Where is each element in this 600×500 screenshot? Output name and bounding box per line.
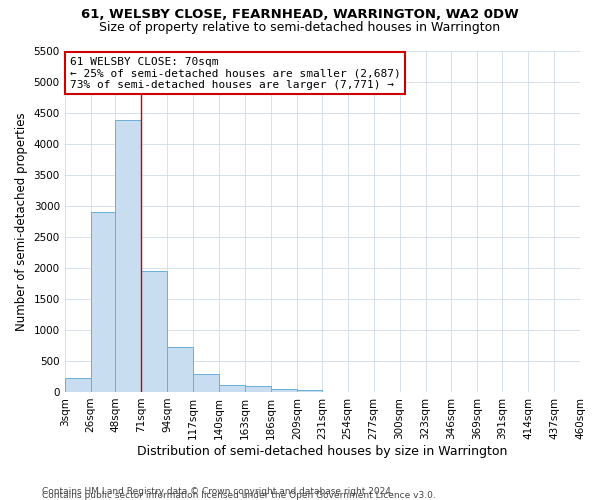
Y-axis label: Number of semi-detached properties: Number of semi-detached properties [15, 112, 28, 331]
Text: Size of property relative to semi-detached houses in Warrington: Size of property relative to semi-detach… [100, 21, 500, 34]
Bar [193, 374, 219, 392]
Bar [245, 386, 271, 392]
Text: Contains public sector information licensed under the Open Government Licence v3: Contains public sector information licen… [42, 491, 436, 500]
Text: Contains HM Land Registry data © Crown copyright and database right 2024.: Contains HM Land Registry data © Crown c… [42, 487, 394, 496]
Bar [115, 120, 142, 392]
X-axis label: Distribution of semi-detached houses by size in Warrington: Distribution of semi-detached houses by … [137, 444, 508, 458]
Bar [297, 390, 322, 392]
Bar [271, 389, 297, 392]
Text: 61 WELSBY CLOSE: 70sqm
← 25% of semi-detached houses are smaller (2,687)
73% of : 61 WELSBY CLOSE: 70sqm ← 25% of semi-det… [70, 56, 401, 90]
Bar [219, 385, 245, 392]
Bar [167, 347, 193, 392]
Bar [65, 378, 91, 392]
Bar [91, 212, 115, 392]
Text: 61, WELSBY CLOSE, FEARNHEAD, WARRINGTON, WA2 0DW: 61, WELSBY CLOSE, FEARNHEAD, WARRINGTON,… [81, 8, 519, 20]
Bar [142, 272, 167, 392]
